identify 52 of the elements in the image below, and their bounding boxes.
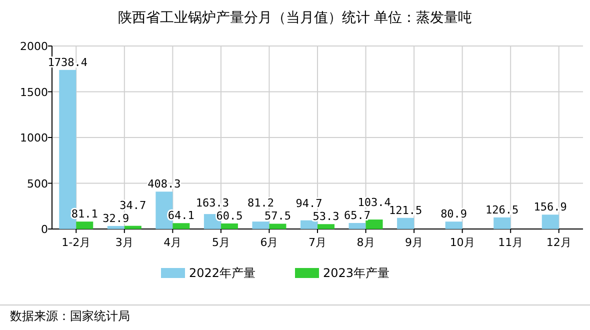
x-tick-label: 6月 [260, 236, 278, 249]
bar [348, 222, 366, 229]
data-label: 163.3 [196, 196, 230, 210]
x-tick-label: 12月 [546, 236, 572, 249]
y-tick-label: 500 [27, 177, 48, 190]
x-tick-label: 7月 [308, 236, 326, 249]
bar [269, 224, 286, 229]
data-label: 121.5 [388, 204, 422, 217]
bar [172, 223, 190, 229]
source-note: 数据来源：国家统计局 [10, 309, 130, 323]
bar [76, 222, 94, 229]
data-label: 57.5 [264, 210, 291, 223]
y-tick-label: 1500 [20, 86, 48, 99]
data-label: 34.7 [120, 198, 146, 212]
data-label: 80.9 [440, 208, 468, 221]
data-label: 60.5 [216, 209, 243, 222]
bar [494, 217, 511, 229]
bar [300, 220, 318, 229]
chart-title: 陕西省工业锅炉产量分月（当月值）统计 单位：蒸发量吨 [118, 10, 472, 26]
x-tick-label: 1-2月 [62, 236, 91, 249]
data-label: 53.3 [312, 210, 340, 224]
data-label: 64.1 [168, 209, 194, 222]
y-tick-label: 0 [41, 223, 48, 236]
bar [397, 218, 414, 229]
legend-label: 2022年产量 [189, 266, 256, 280]
x-tick-label: 8月 [356, 236, 375, 249]
x-tick-label: 11月 [498, 236, 524, 249]
bar [542, 214, 559, 229]
data-label: 156.9 [534, 200, 567, 214]
bar [124, 226, 142, 229]
data-label: 81.1 [71, 208, 98, 221]
bar [220, 223, 238, 229]
x-tick-label: 9月 [405, 236, 424, 249]
x-tick-label: 5月 [212, 236, 230, 249]
bar [366, 220, 383, 229]
bar [107, 226, 124, 229]
data-label: 65.7 [344, 208, 371, 222]
data-label: 94.7 [296, 197, 322, 210]
legend-label: 2023年产量 [323, 266, 390, 280]
data-label: 126.5 [486, 203, 519, 216]
x-tick-label: 4月 [164, 236, 182, 249]
y-tick-label: 1000 [20, 132, 48, 144]
data-label: 408.3 [148, 178, 181, 191]
x-tick-label: 10月 [450, 236, 475, 249]
x-tick-label: 3月 [115, 236, 134, 249]
data-label: 81.2 [247, 196, 274, 210]
y-tick-label: 2000 [20, 40, 48, 53]
data-label: 32.9 [102, 212, 130, 225]
data-label: 103.4 [358, 196, 392, 209]
bar [445, 222, 462, 229]
bar [252, 222, 270, 229]
bar [318, 224, 334, 229]
